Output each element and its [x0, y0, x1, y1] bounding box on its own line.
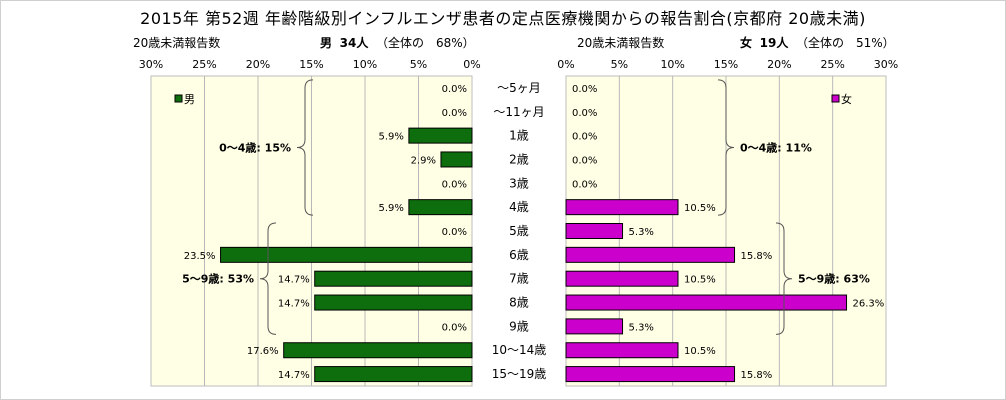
category-label: 6歳 [509, 248, 529, 262]
female-group-label: 0～4歳: 11% [740, 141, 812, 155]
right-tick-label: 25% [820, 58, 844, 71]
category-label: 10～14歳 [492, 343, 547, 357]
left-tick-label: 30% [139, 58, 163, 71]
category-label: 4歳 [509, 200, 529, 214]
male-bar [314, 270, 473, 287]
category-label: 15～19歳 [492, 367, 547, 381]
female-bar [565, 366, 736, 383]
category-label: 1歳 [509, 129, 529, 143]
male-value-label: 17.6% [247, 346, 279, 357]
female-bar [565, 342, 679, 359]
male-bar [440, 151, 473, 168]
male-value-label: 2.9% [411, 155, 436, 166]
right-group-summary: 女 19人 （全体の 51%） [740, 34, 895, 51]
category-label: 5歳 [509, 224, 529, 238]
female-value-label: 26.3% [853, 299, 885, 310]
right-group-name: 女 [740, 36, 753, 50]
left-count-label: 20歳未満報告数 [133, 36, 221, 50]
female-legend-label: 女 [841, 92, 852, 106]
chart-title: 2015年 第52週 年齢階級別インフルエンザ患者の定点医療機関からの報告割合(… [140, 9, 866, 28]
right-group-share: （全体の 51%） [796, 36, 895, 50]
female-bar [565, 199, 679, 216]
female-value-label: 5.3% [629, 227, 654, 238]
left-group-count: 34人 [339, 36, 369, 50]
left-tick-label: 10% [353, 58, 377, 71]
female-value-label: 5.3% [629, 322, 654, 333]
female-bar [565, 246, 736, 263]
female-bar [565, 270, 679, 287]
male-value-label: 14.7% [278, 370, 310, 381]
left-tick-label: 25% [192, 58, 216, 71]
male-bar [408, 199, 473, 216]
right-group-count: 19人 [759, 36, 789, 50]
male-value-label: 0.0% [442, 322, 467, 333]
right-tick-label: 15% [714, 58, 738, 71]
female-value-label: 0.0% [572, 108, 597, 119]
category-label: 2歳 [509, 152, 529, 166]
male-group-label: 0～4歳: 15% [219, 141, 291, 155]
female-value-label: 0.0% [572, 179, 597, 190]
right-tick-label: 5% [611, 58, 628, 71]
category-label: ～5ヶ月 [497, 81, 541, 95]
female-bar [565, 223, 624, 239]
male-bar [408, 127, 473, 144]
female-bar [565, 318, 624, 335]
male-group-brace [296, 79, 314, 216]
male-value-label: 0.0% [442, 84, 467, 95]
male-bar [314, 366, 473, 383]
female-value-label: 15.8% [741, 251, 773, 262]
male-value-label: 0.0% [442, 108, 467, 119]
category-label: 8歳 [509, 296, 529, 310]
male-bar [220, 246, 473, 263]
male-legend-swatch [174, 94, 183, 103]
male-value-label: 0.0% [442, 179, 467, 190]
right-count-label: 20歳未満報告数 [577, 36, 665, 50]
category-label: 7歳 [509, 272, 529, 286]
right-tick-label: 10% [660, 58, 684, 71]
right-tick-label: 20% [767, 58, 791, 71]
category-label: 3歳 [509, 176, 529, 190]
left-group-share: （全体の 68%） [376, 36, 475, 50]
male-group-label: 5～9歳: 53% [182, 272, 254, 286]
male-value-label: 14.7% [278, 299, 310, 310]
female-legend-swatch [831, 94, 840, 103]
left-tick-label: 0% [463, 58, 480, 71]
right-tick-label: 0% [557, 58, 574, 71]
female-value-label: 10.5% [684, 346, 716, 357]
female-value-label: 15.8% [741, 370, 773, 381]
female-value-label: 0.0% [572, 84, 597, 95]
male-value-label: 23.5% [184, 251, 216, 262]
right-tick-label: 30% [874, 58, 898, 71]
category-label: 9歳 [509, 319, 529, 333]
category-label: ～11ヶ月 [493, 105, 544, 119]
female-value-label: 10.5% [684, 275, 716, 286]
left-group-summary: 男 34人 （全体の 68%） [320, 34, 475, 51]
left-group-name: 男 [320, 36, 333, 50]
male-legend-label: 男 [184, 93, 195, 106]
female-group-brace [775, 222, 793, 335]
female-value-label: 0.0% [572, 132, 597, 143]
left-tick-label: 5% [410, 58, 427, 71]
female-group-label: 5～9歳: 63% [798, 272, 870, 286]
male-value-label: 5.9% [378, 132, 403, 143]
male-group-brace [259, 222, 277, 335]
male-bar [314, 294, 473, 311]
male-value-label: 14.7% [278, 275, 310, 286]
female-bar [565, 294, 848, 311]
left-tick-label: 15% [299, 58, 323, 71]
female-group-brace [717, 79, 735, 216]
female-value-label: 0.0% [572, 155, 597, 166]
female-value-label: 10.5% [684, 203, 716, 214]
male-value-label: 5.9% [378, 203, 403, 214]
left-tick-label: 20% [246, 58, 270, 71]
male-value-label: 0.0% [442, 227, 467, 238]
male-bar [283, 342, 473, 359]
